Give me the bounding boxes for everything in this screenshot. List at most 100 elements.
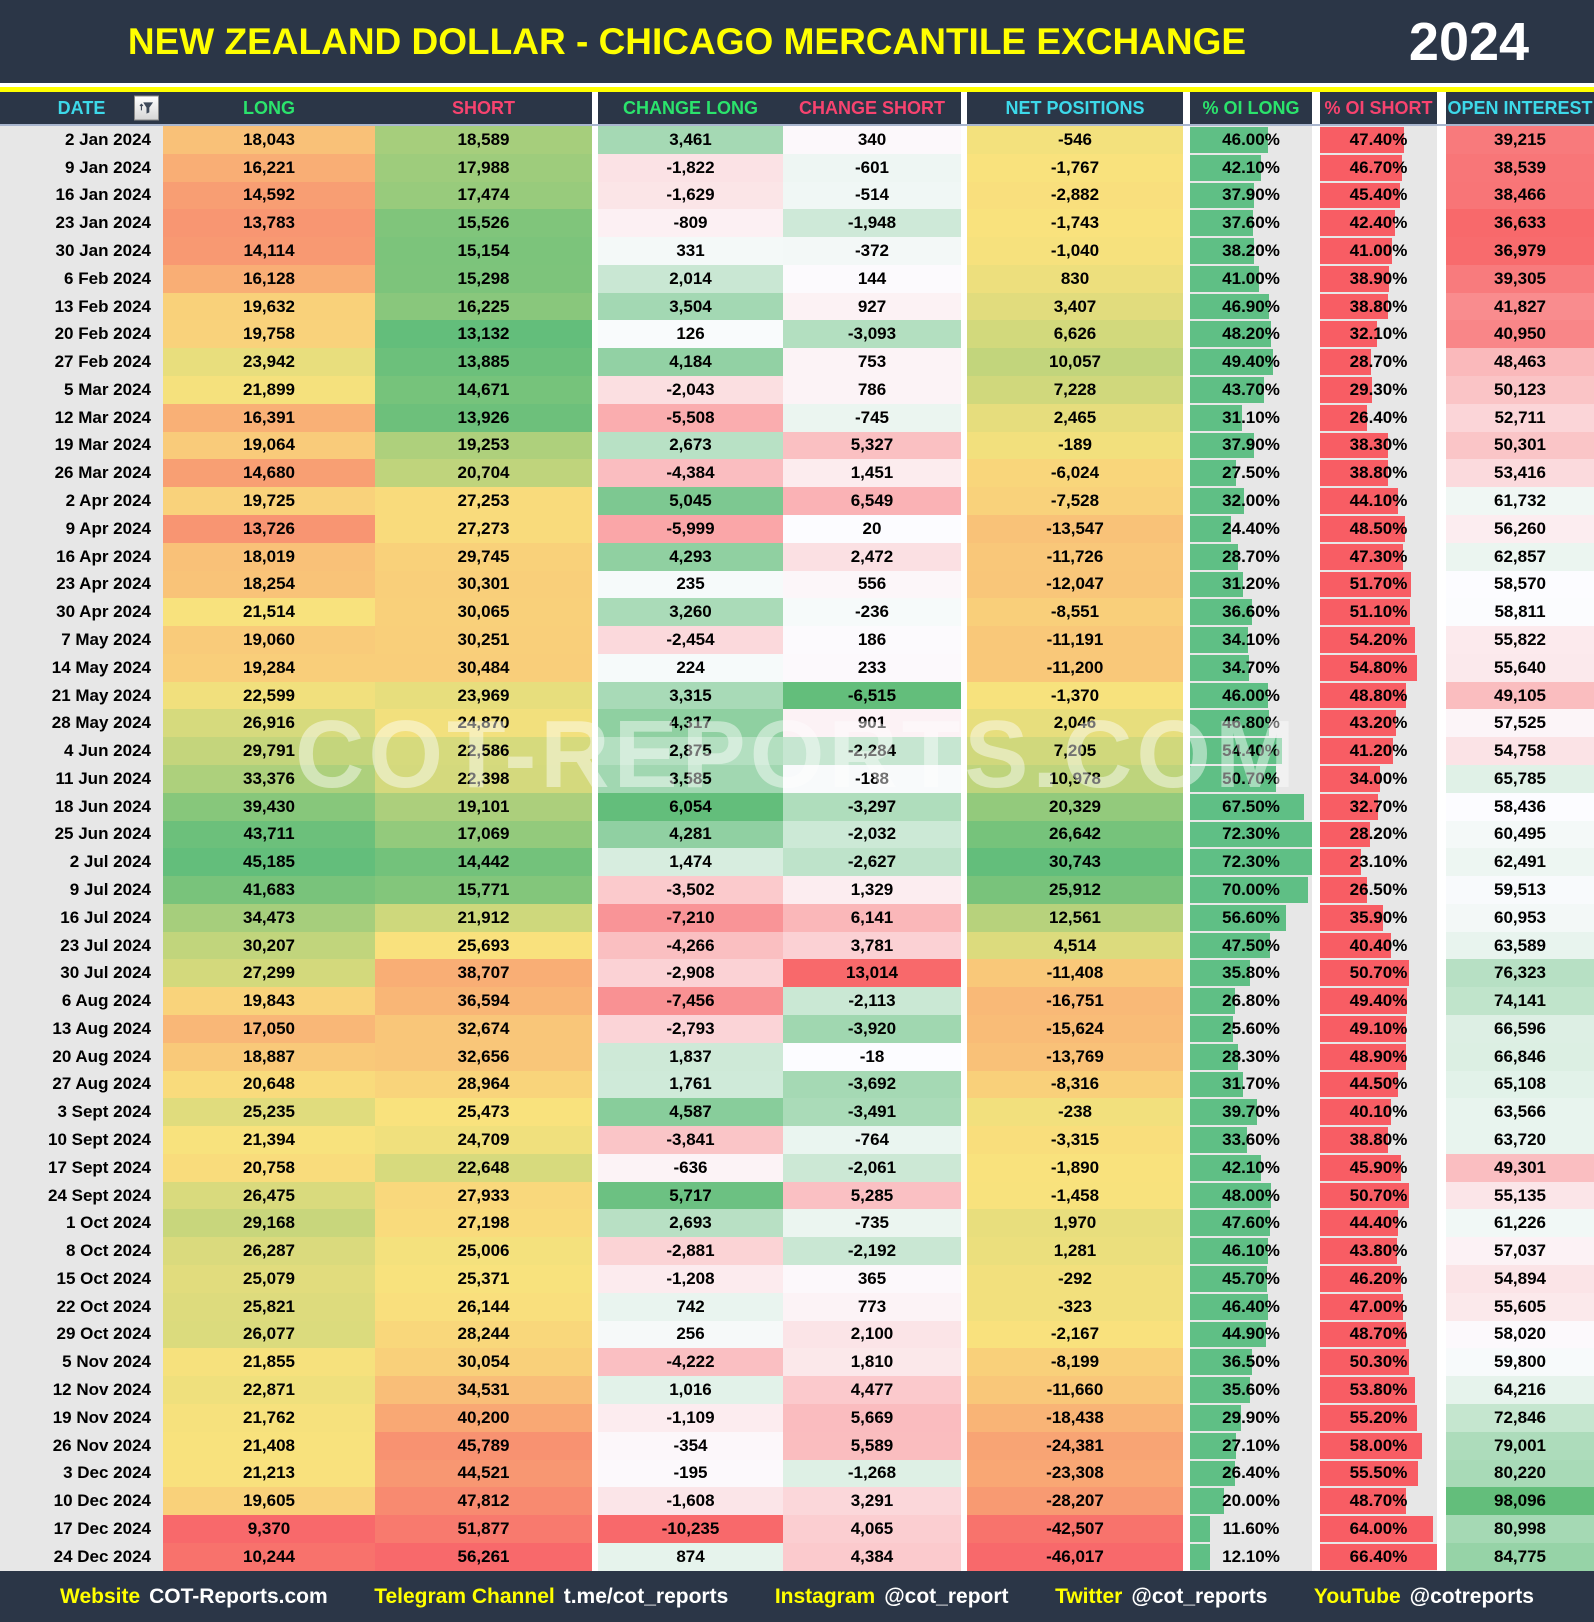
oi_short_pct-data-bar	[1320, 1154, 1401, 1181]
column-separator	[1183, 1153, 1190, 1182]
filter-icon[interactable]	[134, 95, 159, 121]
cell-change_short: -1,268	[783, 1459, 961, 1488]
cell-net_positions: -7,528	[967, 487, 1183, 515]
cell-oi_short_pct: 34.00%	[1320, 764, 1437, 793]
cell-short: 27,933	[375, 1181, 592, 1210]
column-separator	[1312, 876, 1320, 904]
cell-short: 14,671	[375, 376, 592, 404]
cell-date: 14 May 2024	[0, 653, 163, 682]
column-separator	[1183, 1487, 1190, 1516]
oi_long_pct-data-bar	[1190, 627, 1248, 653]
column-header-change_short: CHANGE SHORT	[798, 97, 945, 118]
column-separator	[1437, 403, 1446, 432]
column-separator	[961, 1515, 967, 1543]
cell-oi_short_pct: 40.10%	[1320, 1098, 1437, 1127]
table-row: 6 Feb 2024 16,128 15,298 2,014 144 830 41.00% 3…	[0, 264, 1594, 293]
cell-date: 13 Feb 2024	[0, 292, 163, 321]
cell-open_interest: 57,037	[1446, 1237, 1594, 1266]
cell-change_short: 2,472	[783, 542, 961, 571]
cell-change_short: -514	[783, 181, 961, 210]
oi_short_pct-data-bar	[1320, 1043, 1407, 1070]
cell-short: 27,198	[375, 1209, 592, 1238]
column-separator	[1312, 653, 1320, 682]
cell-open_interest: 55,640	[1446, 653, 1594, 682]
oi_long_pct-data-bar	[1190, 1182, 1271, 1209]
table-row: 3 Dec 2024 21,213 44,521 -195 -1,268 -23,308 2…	[0, 1459, 1594, 1488]
column-separator	[1312, 431, 1320, 460]
column-separator	[592, 1542, 598, 1571]
cell-change_long: -4,222	[598, 1348, 783, 1377]
column-separator	[1312, 709, 1320, 738]
cell-long: 13,726	[163, 514, 375, 543]
cell-open_interest: 38,466	[1446, 181, 1594, 210]
table-row: 9 Apr 2024 13,726 27,273 -5,999 20 -13,547 24.…	[0, 514, 1594, 543]
cell-long: 9,370	[163, 1515, 375, 1543]
cell-oi_short_pct: 46.70%	[1320, 153, 1437, 182]
column-separator	[961, 570, 967, 599]
column-separator	[1312, 1126, 1320, 1154]
cell-oi_long_pct: 46.40%	[1190, 1292, 1312, 1321]
cell-short: 30,054	[375, 1348, 592, 1377]
cell-open_interest: 64,216	[1446, 1376, 1594, 1404]
cell-long: 21,855	[163, 1348, 375, 1377]
cell-oi_long_pct: 38.20%	[1190, 237, 1312, 265]
cell-oi_short_pct: 48.80%	[1320, 681, 1437, 710]
cell-long: 25,235	[163, 1098, 375, 1127]
cell-long: 26,287	[163, 1237, 375, 1266]
cell-long: 21,213	[163, 1459, 375, 1488]
column-separator	[961, 987, 967, 1015]
cell-oi_short_pct: 23.10%	[1320, 848, 1437, 877]
cell-short: 30,301	[375, 570, 592, 599]
cell-open_interest: 60,953	[1446, 903, 1594, 932]
cell-oi_short_pct: 26.50%	[1320, 876, 1437, 904]
cell-long: 21,408	[163, 1431, 375, 1460]
footer-item-youtube: YouTube @cotreports	[1314, 1585, 1534, 1609]
cell-oi_long_pct: 44.90%	[1190, 1320, 1312, 1349]
column-separator	[961, 514, 967, 543]
column-separator	[1183, 681, 1190, 710]
table-row: 5 Nov 2024 21,855 30,054 -4,222 1,810 -8,199 3…	[0, 1348, 1594, 1377]
cell-short: 25,693	[375, 931, 592, 960]
cell-change_long: -195	[598, 1459, 783, 1488]
column-separator	[961, 1181, 967, 1210]
cell-change_short: 1,451	[783, 459, 961, 488]
cell-short: 28,964	[375, 1070, 592, 1099]
column-separator	[592, 348, 598, 377]
cell-net_positions: -2,167	[967, 1320, 1183, 1349]
cell-date: 6 Aug 2024	[0, 987, 163, 1015]
cell-net_positions: -323	[967, 1292, 1183, 1321]
column-separator	[592, 459, 598, 488]
column-header-date: DATE	[0, 92, 163, 124]
cell-long: 20,758	[163, 1153, 375, 1182]
cell-net_positions: -28,207	[967, 1487, 1183, 1516]
cell-oi_short_pct: 44.40%	[1320, 1209, 1437, 1238]
column-separator	[592, 1487, 598, 1516]
table-row: 30 Apr 2024 21,514 30,065 3,260 -236 -8,551 36…	[0, 598, 1594, 627]
column-separator	[961, 1209, 967, 1238]
column-separator	[1183, 1237, 1190, 1266]
cell-oi_long_pct: 48.20%	[1190, 320, 1312, 349]
column-separator	[592, 903, 598, 932]
oi_short_pct-data-bar	[1320, 154, 1403, 181]
column-separator	[592, 959, 598, 988]
cell-change_long: -7,210	[598, 903, 783, 932]
report-year: 2024	[1408, 11, 1530, 72]
cell-open_interest: 63,720	[1446, 1126, 1594, 1154]
cell-date: 12 Nov 2024	[0, 1376, 163, 1404]
oi_short_pct-data-bar	[1320, 349, 1371, 376]
cell-oi_long_pct: 31.10%	[1190, 403, 1312, 432]
column-separator	[1312, 1153, 1320, 1182]
oi_short_pct-data-bar	[1320, 377, 1372, 403]
cell-open_interest: 49,105	[1446, 681, 1594, 710]
column-separator	[1437, 1237, 1446, 1266]
column-separator	[1437, 126, 1446, 154]
table-row: 17 Sept 2024 20,758 22,648 -636 -2,061 -1,890…	[0, 1153, 1594, 1182]
cell-short: 21,912	[375, 903, 592, 932]
column-separator	[1183, 209, 1190, 238]
column-separator	[592, 792, 598, 821]
cell-open_interest: 61,732	[1446, 487, 1594, 515]
cell-date: 9 Jul 2024	[0, 876, 163, 904]
column-separator	[961, 209, 967, 238]
oi_short_pct-data-bar	[1320, 1238, 1398, 1265]
column-separator	[1183, 514, 1190, 543]
